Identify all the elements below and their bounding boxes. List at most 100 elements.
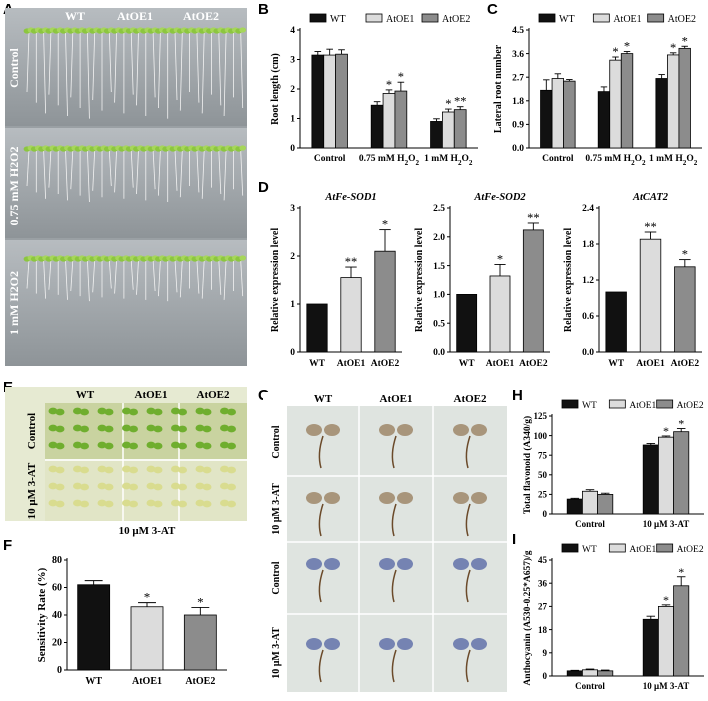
seedling-leaf	[129, 408, 138, 416]
seedling-root	[152, 259, 156, 292]
x-tick-label: Control	[575, 681, 605, 691]
seedling-root	[218, 31, 222, 106]
seedling-leaf	[73, 499, 82, 507]
bar	[655, 78, 668, 149]
seedling-root	[201, 31, 205, 114]
stained-cotyledon	[453, 492, 469, 504]
stained-cotyledon	[453, 424, 469, 436]
y-tick-label: 125	[534, 411, 548, 421]
seedling-root	[92, 259, 96, 293]
seedling-leaf	[129, 425, 138, 433]
panel-e-svg: WT AtOE1 AtOE2 Control 10 μM 3-AT	[26, 389, 247, 521]
bar	[306, 303, 328, 353]
bar	[540, 89, 553, 149]
seedling-root	[65, 31, 68, 117]
legend-swatch	[592, 13, 610, 23]
seedling-root	[196, 259, 200, 294]
panel-a-col-atoe2: AtOE2	[183, 9, 219, 23]
y-tick-label: 20	[52, 638, 62, 649]
bar	[183, 614, 217, 671]
stained-root	[391, 649, 397, 683]
y-axis-label: Relative expression level	[270, 228, 281, 332]
y-tick-label: 2.0	[433, 233, 445, 243]
seedling-root	[114, 149, 117, 193]
bar	[453, 109, 467, 149]
panel-a-row-075: 0.75 mM H2O2	[7, 147, 21, 226]
seedling-leaf	[227, 483, 236, 491]
panel-a-row-control: Control	[7, 47, 21, 87]
panel-a-photo: WT AtOE1 AtOE2 Control 0.75 mM H2O2 1 mM…	[5, 8, 247, 366]
seedling-root	[179, 259, 183, 298]
plate-control	[5, 8, 247, 126]
bar	[566, 670, 583, 677]
seedling-leaf	[146, 482, 156, 490]
stained-cotyledon	[471, 424, 487, 436]
significance-mark: *	[663, 593, 669, 607]
seedling-leaf	[55, 466, 65, 474]
y-tick-label: 0.5	[433, 319, 445, 329]
seedling-leaf	[227, 442, 236, 450]
legend-swatch	[647, 13, 665, 23]
bar	[430, 121, 443, 149]
seedling-leaf	[227, 425, 236, 433]
seedling-root	[130, 31, 134, 95]
seedling-root	[201, 259, 205, 299]
seedling-leaf	[104, 500, 114, 508]
seedling-root	[174, 149, 178, 191]
y-tick-label: 0.0	[582, 348, 594, 358]
y-tick-label: 0	[57, 665, 62, 676]
seedling-leaf	[80, 483, 89, 491]
seedling-root	[108, 31, 112, 93]
x-tick-label: WT	[85, 676, 102, 687]
legend-label: WT	[582, 545, 597, 555]
panel-label-c: C	[487, 1, 498, 18]
y-tick-label: 0.0	[433, 348, 445, 358]
seedling-leaf	[220, 441, 229, 449]
seedling-leaf	[146, 465, 156, 473]
seedling-root	[92, 31, 96, 101]
legend-swatch	[656, 399, 674, 409]
seedling-root	[108, 259, 112, 289]
stained-cotyledon	[471, 492, 487, 504]
bar	[582, 490, 599, 515]
seedling-leaf	[227, 408, 236, 416]
legend-label: WT	[330, 14, 346, 25]
seedling-root	[130, 149, 134, 188]
seedling-leaf	[97, 424, 107, 432]
seedling-leaf	[171, 499, 180, 507]
y-axis-label: Relative expression level	[563, 228, 574, 332]
x-tick-label: AtOE2	[185, 676, 215, 687]
panel-g-col-atoe2: AtOE2	[454, 393, 488, 405]
seedling-leaf	[195, 424, 205, 432]
x-tick-label: AtOE2	[671, 359, 700, 369]
seedling-leaf	[122, 482, 131, 490]
seedling-leaf	[104, 425, 114, 433]
seedling-root	[179, 31, 183, 111]
significance-mark: *	[670, 41, 676, 55]
stained-cotyledon	[379, 424, 395, 436]
significance-mark: **	[454, 95, 467, 109]
x-tick-label: 1 mM H2O2	[424, 154, 473, 167]
seedling-leaf	[73, 465, 82, 473]
seedling-leaf	[153, 408, 163, 416]
seedling-leaf	[178, 408, 187, 416]
seedling-root	[92, 149, 96, 191]
legend-label: AtOE2	[668, 14, 696, 25]
x-tick-label: Control	[575, 519, 605, 529]
bar	[642, 618, 659, 677]
bar	[609, 59, 622, 149]
seedling-leaf	[55, 408, 65, 416]
x-tick-label: 0.75 mM H2O2	[585, 154, 646, 167]
seedling-leaf	[202, 408, 212, 416]
x-tick-label: AtOE1	[636, 359, 665, 369]
significance-mark: **	[345, 255, 358, 269]
seedling-root	[196, 149, 200, 193]
bar	[340, 277, 362, 353]
seedling-root	[136, 259, 139, 295]
seedling-leaf	[171, 465, 180, 473]
y-tick-label: 80	[52, 555, 62, 566]
stained-cotyledon	[379, 638, 395, 650]
chart-sensitivity: 0 20 40 60 80 Sensitivity Rate (%) 10 μM 3-AT W…	[36, 525, 227, 687]
bar	[311, 54, 325, 149]
seedling-leaf	[195, 499, 205, 507]
